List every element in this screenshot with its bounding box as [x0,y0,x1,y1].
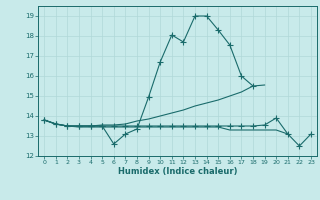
X-axis label: Humidex (Indice chaleur): Humidex (Indice chaleur) [118,167,237,176]
